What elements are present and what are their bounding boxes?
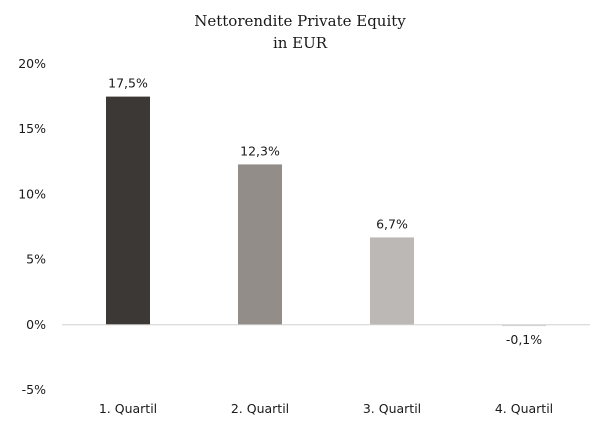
bar-data-label: -0,1% xyxy=(506,332,542,347)
chart-title-block: Nettorendite Private Equity in EUR xyxy=(0,10,600,54)
y-tick-label: 5% xyxy=(26,252,46,267)
y-tick-label: 20% xyxy=(18,56,46,71)
bar xyxy=(370,237,414,325)
x-category-label: 1. Quartil xyxy=(99,401,157,416)
x-axis: 1. Quartil 2. Quartil 3. Quartil 4. Quartil xyxy=(99,401,553,416)
chart-title: Nettorendite Private Equity xyxy=(194,12,406,30)
y-axis: 20% 15% 10% 5% 0% -5% xyxy=(18,56,46,397)
bar-data-label: 6,7% xyxy=(376,216,408,231)
x-category-label: 4. Quartil xyxy=(495,401,553,416)
bar-data-label: 17,5% xyxy=(108,76,148,91)
x-category-label: 2. Quartil xyxy=(231,401,289,416)
data-labels: 17,5% 12,3% 6,7% -0,1% xyxy=(108,76,542,347)
bar xyxy=(502,324,546,327)
bar xyxy=(238,164,282,325)
y-tick-label: 10% xyxy=(18,186,46,201)
bars xyxy=(106,96,546,327)
chart-subtitle: in EUR xyxy=(272,34,328,52)
y-tick-label: 0% xyxy=(26,317,46,332)
bar-data-label: 12,3% xyxy=(240,143,280,158)
y-tick-label: -5% xyxy=(22,382,46,397)
bar xyxy=(106,96,150,325)
x-category-label: 3. Quartil xyxy=(363,401,421,416)
y-tick-label: 15% xyxy=(18,121,46,136)
